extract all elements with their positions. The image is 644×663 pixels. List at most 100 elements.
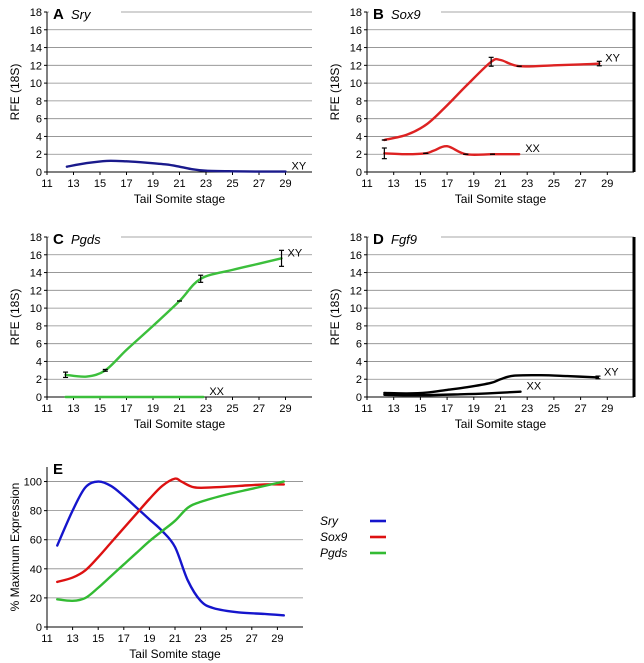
data-point <box>85 375 88 378</box>
x-tick-label: 17 <box>118 633 130 645</box>
series-line-pgds <box>56 480 285 603</box>
x-tick-label: 27 <box>574 178 586 190</box>
gene-name: Fgf9 <box>391 232 417 247</box>
panel-label: D <box>373 231 384 248</box>
data-point <box>145 161 148 164</box>
y-tick-label: 0 <box>356 392 362 404</box>
data-point <box>178 396 181 398</box>
y-axis-title: RFE (18S) <box>328 289 342 346</box>
y-tick-label: 4 <box>36 131 42 143</box>
x-tick-label: 13 <box>66 633 78 645</box>
data-point <box>566 375 569 378</box>
x-axis-title: Tail Somite stage <box>134 192 226 206</box>
y-tick-label: 10 <box>30 78 42 90</box>
y-axis-title: RFE (18S) <box>8 64 22 121</box>
panel-a: 0 2 4 6 8 10 12 14 16 18 11 13 15 17 19 21 23 25 27 29 Tail … <box>8 4 312 206</box>
y-tick-label: 2 <box>356 374 362 386</box>
series-label-xx: XX <box>527 381 542 393</box>
series-label-xy: XY <box>605 53 620 65</box>
y-tick-label: 2 <box>356 149 362 161</box>
data-point <box>284 170 287 173</box>
data-point <box>125 348 128 351</box>
series-label-xx: XX <box>525 143 540 155</box>
x-tick-label: 17 <box>120 178 132 190</box>
y-tick-label: 6 <box>356 114 362 126</box>
data-point <box>466 83 469 86</box>
x-tick-label: 17 <box>441 403 453 415</box>
x-tick-label: 15 <box>94 403 106 415</box>
legend-label-sox9: Sox9 <box>320 530 348 544</box>
y-tick-label: 6 <box>36 339 42 351</box>
x-axis-title: Tail Somite stage <box>455 192 547 206</box>
x-tick-label: 19 <box>468 178 480 190</box>
y-tick-label: 4 <box>356 131 362 143</box>
x-tick-label: 21 <box>494 178 506 190</box>
legend-label-pgds: Pgds <box>320 546 347 560</box>
y-tick-label: 16 <box>350 250 362 262</box>
y-tick-label: 18 <box>30 7 42 19</box>
x-tick-label: 23 <box>200 403 212 415</box>
y-tick-label: 100 <box>24 477 42 489</box>
series-line-xy <box>383 57 601 142</box>
y-tick-label: 60 <box>30 535 42 547</box>
x-tick-label: 29 <box>279 403 291 415</box>
x-tick-label: 15 <box>94 178 106 190</box>
panel-label-bg <box>49 229 121 249</box>
data-point <box>432 149 435 152</box>
y-tick-label: 12 <box>350 60 362 72</box>
y-tick-label: 2 <box>36 374 42 386</box>
data-point <box>459 393 462 396</box>
y-tick-label: 16 <box>30 250 42 262</box>
x-tick-label: 25 <box>220 633 232 645</box>
series-label-xy: XY <box>604 366 619 378</box>
data-point <box>512 374 515 377</box>
data-point <box>419 394 422 397</box>
x-tick-label: 25 <box>226 178 238 190</box>
series-line-xy <box>65 159 287 173</box>
x-tick-label: 21 <box>173 178 185 190</box>
data-point <box>178 165 181 168</box>
y-tick-label: 20 <box>30 593 42 605</box>
y-axis-title: % Maximum Expression <box>8 483 22 612</box>
panel-label: A <box>53 6 64 23</box>
y-tick-label: 8 <box>356 321 362 333</box>
x-tick-label: 25 <box>548 403 560 415</box>
y-tick-label: 8 <box>356 96 362 108</box>
gene-name: Pgds <box>71 232 101 247</box>
data-point <box>125 160 128 163</box>
y-tick-label: 0 <box>356 167 362 179</box>
x-tick-label: 11 <box>361 403 372 415</box>
series-line-sry <box>56 480 285 617</box>
y-tick-label: 0 <box>36 392 42 404</box>
data-point <box>205 169 207 172</box>
panel-b: 0 2 4 6 8 10 12 14 16 18 11 13 15 17 19 21 23 25 27 29 Tail … <box>328 4 636 206</box>
x-tick-label: 17 <box>120 403 132 415</box>
x-tick-label: 13 <box>388 178 400 190</box>
data-point <box>539 374 542 377</box>
y-tick-label: 14 <box>350 43 362 55</box>
x-tick-label: 19 <box>468 403 480 415</box>
data-point <box>125 396 128 398</box>
data-point <box>499 378 502 381</box>
y-tick-label: 2 <box>36 149 42 161</box>
data-point <box>258 170 260 173</box>
y-axis-title: RFE (18S) <box>8 289 22 346</box>
y-tick-label: 14 <box>350 268 362 280</box>
x-tick-label: 23 <box>194 633 206 645</box>
data-point <box>406 153 408 156</box>
panel-label: E <box>53 461 63 478</box>
data-point <box>105 159 108 162</box>
data-point <box>152 324 154 327</box>
y-tick-label: 8 <box>36 96 42 108</box>
data-point <box>152 396 154 398</box>
x-tick-label: 11 <box>361 178 372 190</box>
gene-name: Sry <box>71 7 92 22</box>
x-tick-label: 13 <box>67 403 79 415</box>
x-tick-label: 27 <box>253 178 265 190</box>
x-tick-label: 25 <box>226 403 238 415</box>
panel-label: C <box>53 231 64 248</box>
x-tick-label: 19 <box>147 178 159 190</box>
data-point <box>486 392 489 395</box>
y-tick-label: 6 <box>36 114 42 126</box>
series-label-xx: XX <box>209 386 224 398</box>
